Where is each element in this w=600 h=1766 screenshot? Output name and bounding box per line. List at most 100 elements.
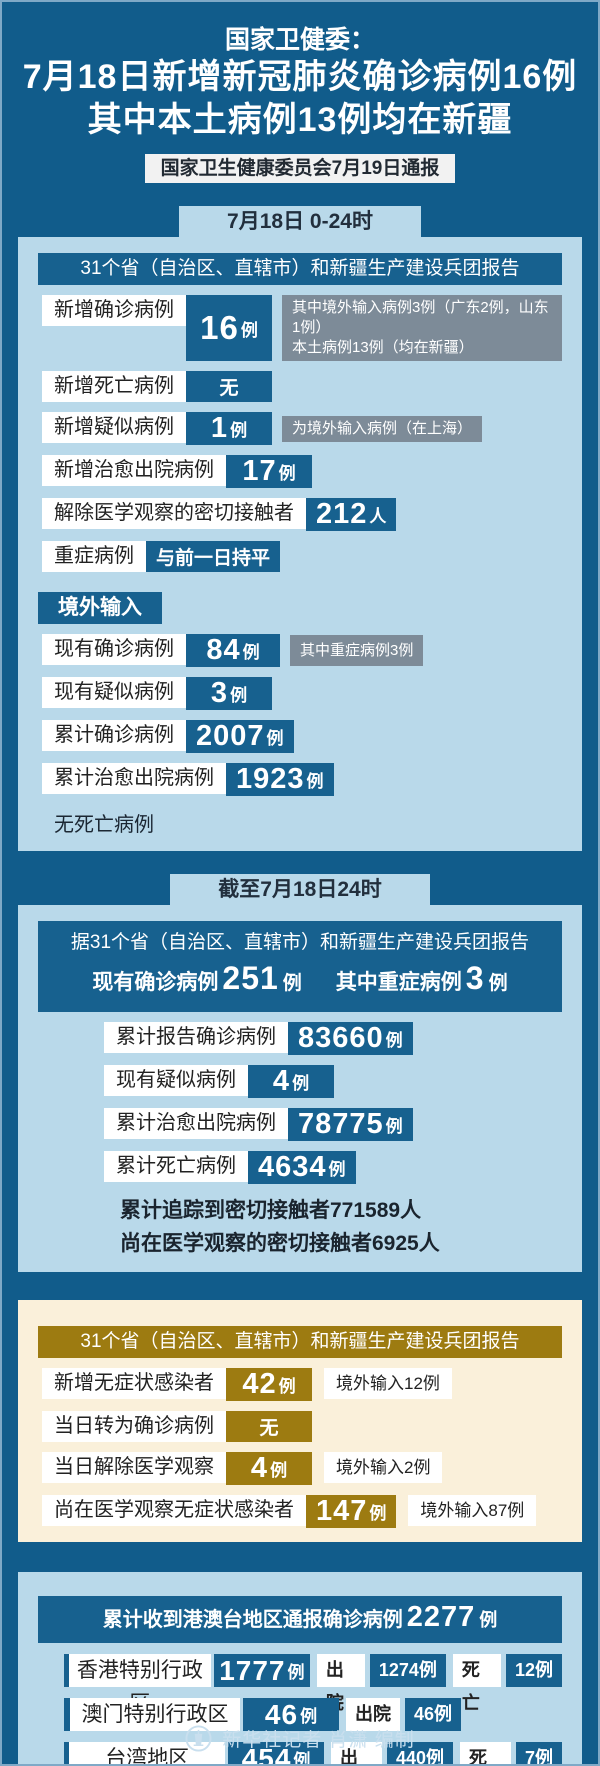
row-tick xyxy=(64,1654,69,1687)
row-label: 现有确诊病例 xyxy=(42,634,186,665)
row-label: 解除医学观察的密切接触者 xyxy=(42,498,306,529)
contacts-observed-line: 尚在医学观察的密切接触者6925人 xyxy=(120,1232,440,1255)
stat-row-total-deaths: 累计死亡病例 4634 例 xyxy=(104,1151,562,1184)
row-value: 与前一日持平 xyxy=(146,541,281,572)
stat-row-new-recovered: 新增治愈出院病例 17 例 xyxy=(42,455,562,488)
row-note: 境外输入87例 xyxy=(408,1495,537,1526)
discharged-value: 440例 xyxy=(386,1742,454,1764)
death-label: 死亡 xyxy=(460,1742,511,1764)
death-value: 7例 xyxy=(515,1742,562,1764)
report-bar-daily: 31个省（自治区、直辖市）和新疆生产建设兵团报告 xyxy=(38,253,562,285)
stat-row-new-deaths: 新增死亡病例 无 xyxy=(42,371,562,402)
row-label: 重症病例 xyxy=(42,541,146,572)
row-tick xyxy=(64,1698,70,1731)
row-label: 现有疑似病例 xyxy=(42,677,186,708)
hmt-row-macao: 澳门特别行政区 46 例 出院 46例 xyxy=(64,1698,562,1731)
discharged-label: 出院 xyxy=(316,1654,365,1713)
region-label: 澳门特别行政区 xyxy=(70,1698,240,1731)
row-label: 累计报告确诊病例 xyxy=(104,1022,288,1053)
stat-row-total-confirmed: 累计报告确诊病例 83660 例 xyxy=(104,1022,562,1055)
row-label: 现有疑似病例 xyxy=(104,1065,248,1096)
row-label: 尚在医学观察无症状感染者 xyxy=(42,1495,306,1526)
discharged-label: 出院 xyxy=(331,1742,382,1764)
source-badge: 国家卫生健康委员会7月19日通报 xyxy=(144,154,456,183)
row-label: 累计治愈出院病例 xyxy=(104,1108,288,1139)
row-label: 当日解除医学观察 xyxy=(42,1452,226,1483)
row-label: 当日转为确诊病例 xyxy=(42,1411,226,1442)
row-note: 其中重症病例3例 xyxy=(290,635,424,666)
panel-cumulative: 据31个省（自治区、直辖市）和新疆生产建设兵团报告 现有确诊病例 251 例其中重症… xyxy=(18,905,582,1272)
row-tick xyxy=(64,1742,70,1764)
death-label: 死亡 xyxy=(452,1654,501,1713)
death-value: 12例 xyxy=(505,1654,562,1687)
discharged-label: 出院 xyxy=(346,1698,400,1731)
row-value: 84 例 xyxy=(186,634,280,667)
hmt-header-bar: 累计收到港澳台地区通报确诊病例 2277 例 xyxy=(38,1596,562,1643)
row-label: 新增死亡病例 xyxy=(42,371,186,402)
row-label: 累计死亡病例 xyxy=(104,1151,248,1182)
row-note: 为境外输入病例（在上海） xyxy=(282,415,483,442)
region-value: 1777 例 xyxy=(213,1654,310,1687)
region-label: 香港特别行政区 xyxy=(69,1654,211,1715)
row-value: 17 例 xyxy=(226,455,312,488)
stat-row-new-confirmed: 新增确诊病例 16 例 其中境外输入病例3例（广东2例，山东1例） 本土病例13例（… xyxy=(42,295,562,361)
row-value: 16 例 xyxy=(186,295,272,361)
region-label: 台湾地区 xyxy=(69,1742,226,1764)
contacts-traced-line: 累计追踪到密切接触者771589人 xyxy=(120,1199,422,1222)
region-value: 454 例 xyxy=(228,1742,325,1764)
discharged-value: 1274例 xyxy=(369,1654,446,1687)
stat-row-released-contacts: 解除医学观察的密切接触者 212 人 xyxy=(42,498,562,531)
cumulative-summary-box: 据31个省（自治区、直辖市）和新疆生产建设兵团报告 现有确诊病例 251 例其中重症… xyxy=(38,921,562,1012)
imported-footnote: 无死亡病例 xyxy=(54,814,154,836)
panel-asymptomatic: 31个省（自治区、直辖市）和新疆生产建设兵团报告 新增无症状感染者 42 例 境外… xyxy=(18,1300,582,1542)
tab-cumulative: 截至7月18日24时 xyxy=(170,874,430,905)
header-title-line2: 其中本土病例13例均在新疆 xyxy=(87,101,513,139)
stat-row-total-recovered: 累计治愈出院病例 78775 例 xyxy=(104,1108,562,1141)
tab-daily: 7月18日 0-24时 xyxy=(179,206,421,237)
row-value: 212 人 xyxy=(306,498,397,531)
stat-row-imported-current: 现有确诊病例 84 例 其中重症病例3例 xyxy=(42,634,562,667)
summary-report-line: 据31个省（自治区、直辖市）和新疆生产建设兵团报告 xyxy=(70,932,530,953)
stat-row-severe: 重症病例 与前一日持平 xyxy=(42,541,562,572)
stat-row-imported-recovered: 累计治愈出院病例 1923 例 xyxy=(42,763,562,796)
row-value: 1923 例 xyxy=(226,763,334,796)
stat-row-converted: 当日转为确诊病例 无 xyxy=(42,1411,562,1442)
row-label: 新增无症状感染者 xyxy=(42,1368,226,1399)
row-value: 83660 例 xyxy=(288,1022,413,1055)
header-title-line1: 7月18日新增新冠肺炎确诊病例16例 xyxy=(22,58,578,96)
row-note: 其中境外输入病例3例（广东2例，山东1例） 本土病例13例（均在新疆） xyxy=(282,295,562,361)
header-kicker: 国家卫健委： xyxy=(224,26,375,54)
row-label: 新增治愈出院病例 xyxy=(42,455,226,486)
stat-row-new-asymptomatic: 新增无症状感染者 42 例 境外输入12例 xyxy=(42,1368,562,1401)
stat-row-imported-cumulative: 累计确诊病例 2007 例 xyxy=(42,720,562,753)
credit-text: 新华社记者 肖潇 编制 xyxy=(222,1730,415,1751)
stat-row-under-observation: 尚在医学观察无症状感染者 147 例 境外输入87例 xyxy=(42,1495,562,1528)
xinhua-logo-icon xyxy=(185,1725,212,1752)
region-value: 46 例 xyxy=(243,1698,339,1731)
row-value: 78775 例 xyxy=(288,1108,413,1141)
row-label: 新增疑似病例 xyxy=(42,412,186,443)
imported-subheader: 境外输入 xyxy=(38,592,162,624)
panel-daily: 31个省（自治区、直辖市）和新疆生产建设兵团报告 新增确诊病例 16 例 其中境外… xyxy=(18,237,582,851)
header: 国家卫健委： 7月18日新增新冠肺炎确诊病例16例 其中本土病例13例均在新疆 … xyxy=(2,2,598,183)
row-label: 累计治愈出院病例 xyxy=(42,763,226,794)
discharged-value: 46例 xyxy=(405,1698,462,1731)
row-value: 2007 例 xyxy=(186,720,294,753)
row-note: 境外输入2例 xyxy=(324,1452,443,1483)
summary-numbers-line: 现有确诊病例 251 例其中重症病例 3 例 xyxy=(92,960,508,996)
row-label: 累计确诊病例 xyxy=(42,720,186,751)
row-value: 无 xyxy=(226,1411,312,1442)
row-value: 无 xyxy=(186,371,272,402)
